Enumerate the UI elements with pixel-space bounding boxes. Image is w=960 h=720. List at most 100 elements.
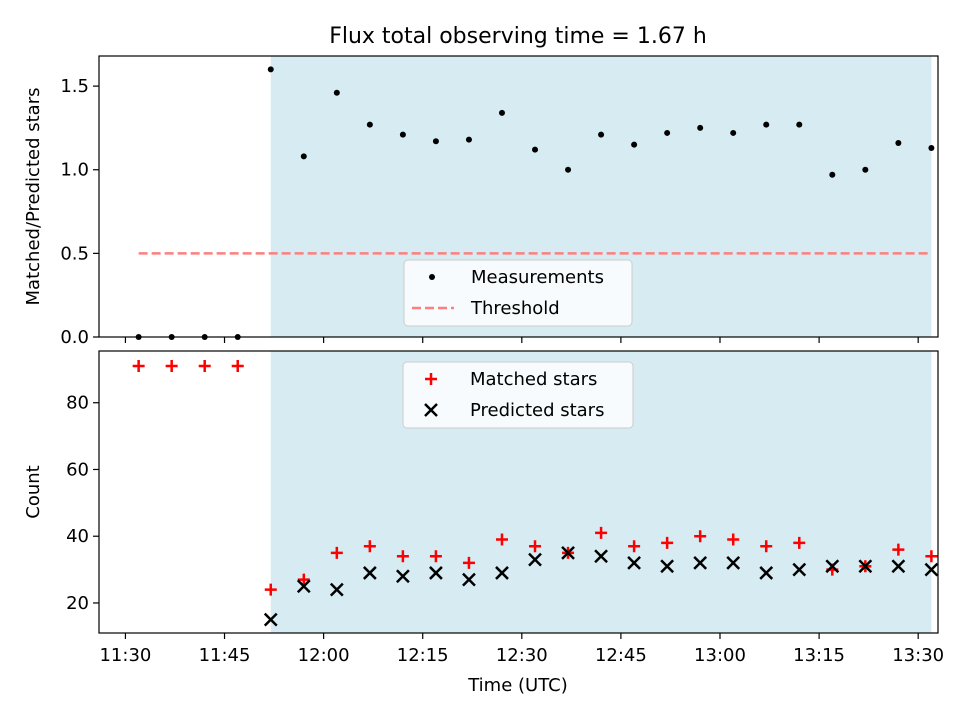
predicted-star-point [462, 572, 476, 587]
measurement-point [598, 131, 605, 138]
matched-star-point [330, 546, 343, 559]
legend-box [403, 259, 633, 327]
x-tick-label: 12:30 [496, 645, 548, 666]
measurement-point [498, 109, 505, 116]
matched-star-point [727, 533, 740, 546]
x-tick-label: 13:00 [694, 645, 746, 666]
matched-star-point [529, 540, 542, 553]
predicted-star-point [396, 569, 410, 584]
measurement-point [928, 144, 935, 151]
x-tick-label: 13:30 [892, 645, 944, 666]
measurement-point [895, 139, 902, 146]
x-tick-label: 11:45 [199, 645, 251, 666]
predicted-star-point [660, 559, 675, 574]
matched-star-point [925, 550, 938, 563]
series-predicted-stars [263, 546, 939, 627]
predicted-star-point [759, 566, 774, 580]
predicted-star-point [528, 552, 542, 567]
y-tick-label: 1.5 [60, 76, 89, 97]
measurement-point [267, 66, 274, 73]
measurement-point [664, 129, 671, 136]
predicted-star-point [594, 549, 608, 564]
matched-star-point [462, 556, 475, 569]
axes-frame [98, 55, 939, 338]
predicted-star-point [726, 556, 741, 570]
measurement-point [532, 146, 539, 153]
legend-label: Measurements [471, 267, 604, 288]
y-tick-label: 60 [66, 459, 89, 480]
y-tick-label: 80 [66, 393, 89, 414]
matched-star-point [297, 573, 310, 586]
matched-star-point [892, 543, 905, 556]
x-tick-label: 12:15 [397, 645, 449, 666]
matched-star-point [165, 360, 178, 373]
measurement-point [631, 141, 638, 148]
legend-box [402, 361, 634, 429]
predicted-star-point [561, 546, 575, 560]
measurement-point [730, 129, 737, 136]
predicted-star-point [825, 559, 840, 574]
chart-title: Flux total observing time = 1.67 h [329, 24, 707, 49]
x-tick-label: 13:15 [793, 645, 845, 666]
matched-star-point [132, 360, 145, 373]
matched-star-point [595, 526, 608, 539]
predicted-star-point [495, 566, 509, 580]
measurement-point [333, 89, 340, 96]
predicted-star-point [362, 566, 377, 580]
legend: Measurements Threshold [403, 259, 633, 327]
x-tick-label: 12:00 [298, 645, 350, 666]
measurement-point [300, 153, 307, 160]
measurement-point [862, 166, 869, 173]
predicted-star-point [627, 556, 641, 570]
legend-marker-plus [425, 373, 437, 385]
y-tick-label: 20 [66, 593, 89, 614]
legend-label: Predicted stars [470, 400, 604, 421]
matched-star-point [429, 550, 442, 563]
measurement-point [565, 166, 572, 173]
measurement-point [829, 171, 836, 178]
measurement-point [465, 136, 472, 143]
measurement-point [399, 131, 406, 138]
legend-marker-dot [429, 274, 435, 280]
predicted-star-point [429, 566, 443, 580]
x-axis-label: Time (UTC) [467, 675, 568, 696]
legend-label: Matched stars [470, 369, 597, 390]
legend: Matched stars Predicted stars [402, 361, 634, 429]
series-measurements [135, 66, 935, 340]
axes-frame [98, 350, 939, 634]
matched-star-point [363, 540, 376, 553]
measurement-point [366, 121, 373, 128]
matched-star-point [396, 550, 409, 563]
matched-star-point [628, 540, 641, 553]
matched-star-point [760, 540, 773, 553]
x-tick-label: 12:45 [595, 645, 647, 666]
y-tick-label: 1.0 [60, 160, 89, 181]
matched-star-point [231, 360, 244, 373]
x-tick-label: 11:30 [99, 645, 151, 666]
legend-label: Threshold [470, 298, 560, 319]
y-tick-label: 0.5 [60, 243, 89, 264]
matched-star-point [495, 533, 508, 546]
matched-star-point [264, 583, 277, 596]
matched-star-point [793, 536, 806, 549]
legend-marker-x [424, 403, 438, 417]
predicted-star-point [924, 562, 939, 577]
predicted-star-point [296, 579, 311, 594]
predicted-star-point [891, 559, 906, 574]
count-panel: 20 40 60 80 11:30 11:45 12:00 12:15 12:30 12:45 13… [23, 350, 944, 666]
y-tick-label: 40 [66, 526, 89, 547]
predicted-star-point [693, 556, 708, 570]
ratio-panel: 0.0 0.5 1.0 1.5 Matched/Predicted stars Measu… [23, 55, 939, 348]
measurement-point [763, 121, 770, 128]
matched-star-point [661, 536, 674, 549]
predicted-star-point [792, 562, 807, 577]
predicted-star-point [858, 559, 873, 574]
y-axis-label: Matched/Predicted stars [23, 88, 44, 306]
predicted-star-point [329, 582, 344, 597]
measurement-point [796, 121, 803, 128]
matched-star-point [694, 530, 707, 543]
measurement-point [697, 124, 704, 131]
measurement-point [432, 138, 439, 145]
y-axis-label: Count [23, 465, 44, 518]
